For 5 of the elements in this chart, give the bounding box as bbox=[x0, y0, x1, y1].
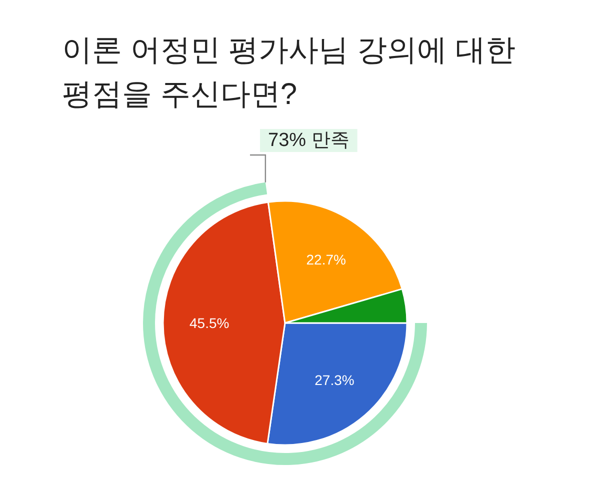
text: 73% 만족 bbox=[268, 130, 350, 151]
data-label: 45.5% bbox=[190, 314, 230, 331]
data-label: 27.3% bbox=[314, 372, 354, 388]
chart-title: 이론 어정민 평가사님 강의에 대한 평점을 주신다면? bbox=[62, 34, 516, 111]
data-label: 22.7% bbox=[306, 252, 346, 268]
